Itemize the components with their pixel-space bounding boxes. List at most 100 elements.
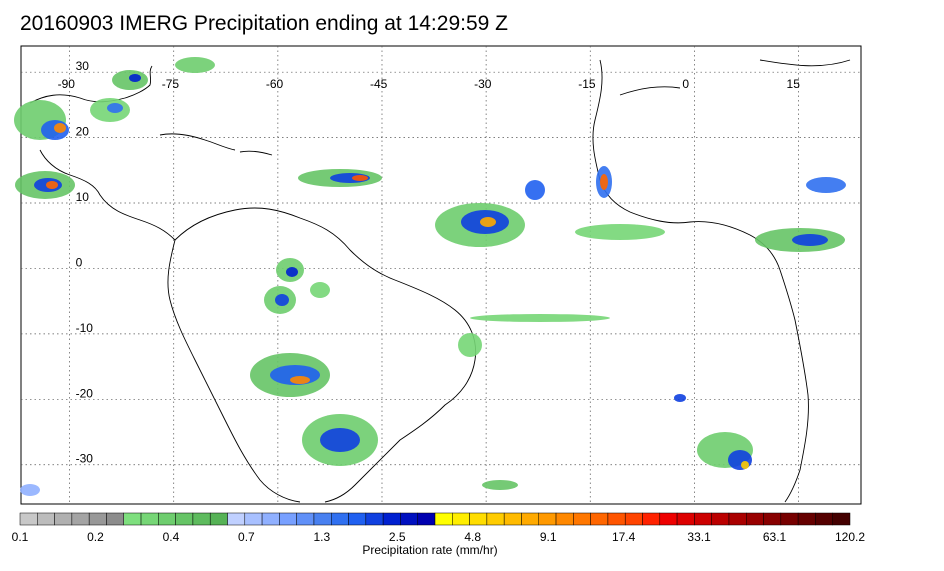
precip-cell <box>480 217 496 227</box>
colorbar-swatch <box>434 512 453 526</box>
colorbar-swatch <box>106 512 125 526</box>
lat-label: 20 <box>76 125 90 139</box>
lat-label: 30 <box>76 59 90 73</box>
colorbar-tick-labels: 0.1 0.2 0.4 0.7 1.3 2.5 4.8 9.1 17.4 33.1 63.1 120.… <box>12 530 866 544</box>
precip-cell <box>286 267 298 277</box>
colorbar-swatch <box>279 512 297 526</box>
colorbar-swatch <box>71 512 90 526</box>
colorbar-tick: 1.3 <box>313 530 330 544</box>
colorbar-tick: 0.2 <box>87 530 104 544</box>
map-frame <box>20 45 862 505</box>
coastline-south-america <box>167 207 477 503</box>
gridlines <box>21 46 861 504</box>
precipitation-field <box>14 57 846 496</box>
colorbar-swatch <box>711 512 730 526</box>
precip-cell <box>806 177 846 193</box>
colorbar-swatch <box>538 512 557 526</box>
precip-cell <box>470 314 610 322</box>
colorbar-swatch <box>140 512 159 526</box>
colorbar-tick: 0.7 <box>238 530 255 544</box>
lon-label: 15 <box>787 77 801 91</box>
lat-label: -20 <box>76 386 94 400</box>
colorbar-swatch <box>676 512 695 526</box>
precip-cell <box>575 224 665 240</box>
colorbar-tick: 120.2 <box>835 530 865 544</box>
colorbar-tick: 2.5 <box>389 530 406 544</box>
colorbar-swatch <box>573 512 591 526</box>
precip-cell <box>458 333 482 357</box>
colorbar-swatch <box>746 512 764 526</box>
precip-cell <box>352 175 368 181</box>
precip-cell <box>290 376 310 384</box>
colorbar-swatch <box>417 512 436 526</box>
colorbar-swatch <box>400 512 418 526</box>
coastline-africa <box>592 59 809 503</box>
precip-cell <box>525 180 545 200</box>
lat-label: -10 <box>76 321 94 335</box>
colorbar-swatch <box>192 512 211 526</box>
colorbar-swatch <box>331 512 349 526</box>
colorbar-swatch <box>780 512 799 526</box>
colorbar-swatch <box>296 512 315 526</box>
coastline-europe <box>619 59 851 96</box>
colorbar-swatch <box>763 512 782 526</box>
precip-cell <box>792 234 828 246</box>
colorbar-swatch <box>313 512 332 526</box>
colorbar-swatch <box>521 512 539 526</box>
lon-label: -45 <box>370 77 388 91</box>
precip-cell <box>310 282 330 298</box>
colorbar-swatch <box>486 512 505 526</box>
colorbar-tick: 0.4 <box>163 530 180 544</box>
precip-cell <box>20 484 40 496</box>
colorbar-swatch <box>642 512 661 526</box>
precip-cell <box>600 174 608 190</box>
colorbar-label: Precipitation rate (mm/hr) <box>362 543 497 557</box>
precip-cell <box>320 428 360 452</box>
precip-cell <box>46 181 58 189</box>
colorbar-swatch <box>261 512 280 526</box>
colorbar-swatch <box>832 512 851 526</box>
precip-cell <box>129 74 141 82</box>
colorbar-swatch <box>659 512 678 526</box>
precip-cell <box>674 394 686 402</box>
colorbar-swatch <box>503 512 522 526</box>
colorbar-swatch <box>382 512 401 526</box>
colorbar-tick: 0.1 <box>12 530 29 544</box>
lon-label: -75 <box>162 77 180 91</box>
colorbar-swatch <box>815 512 833 526</box>
colorbar-swatch <box>54 512 73 526</box>
colorbar-swatch <box>19 512 38 526</box>
lon-label: -90 <box>58 77 76 91</box>
colorbar-swatch <box>209 512 228 526</box>
colorbar-swatch <box>244 512 263 526</box>
coastlines <box>29 59 851 503</box>
colorbar-swatch <box>365 512 384 526</box>
lon-label: 0 <box>682 77 689 91</box>
colorbar-swatch <box>728 512 747 526</box>
colorbar-swatch <box>590 512 609 526</box>
colorbar-swatch <box>123 512 142 526</box>
precip-cell <box>741 461 749 469</box>
colorbar-swatches <box>19 512 851 526</box>
lat-label: -30 <box>76 452 94 466</box>
colorbar-swatch <box>607 512 626 526</box>
colorbar-swatch <box>88 512 107 526</box>
lon-label: -15 <box>578 77 596 91</box>
colorbar-tick: 4.8 <box>464 530 481 544</box>
lon-label: -60 <box>266 77 284 91</box>
colorbar-tick: 17.4 <box>612 530 636 544</box>
colorbar-swatch <box>694 512 712 526</box>
precip-cell <box>175 57 215 73</box>
coastline-north-america <box>29 65 176 241</box>
coastline-cuba <box>159 133 236 151</box>
lat-label: 10 <box>76 190 90 204</box>
colorbar-tick: 9.1 <box>540 530 557 544</box>
coastline-hispaniola <box>239 150 273 156</box>
colorbar-swatch <box>797 512 816 526</box>
precip-cell <box>107 103 123 113</box>
precip-cell <box>54 123 66 133</box>
colorbar-swatch <box>348 512 367 526</box>
colorbar-swatch <box>175 512 194 526</box>
